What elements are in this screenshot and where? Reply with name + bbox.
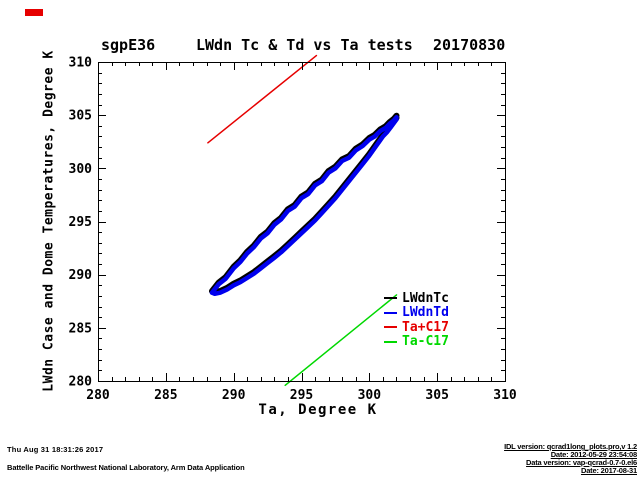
x-tick-label: 290 (222, 388, 246, 403)
y-tick-label: 280 (69, 375, 93, 390)
data-version-line: Data version: vap-qcrad-0.7-0.el6 (526, 458, 637, 467)
x-tick-label: 280 (86, 388, 110, 403)
x-tick-label: 300 (358, 388, 382, 403)
legend-item-ta-minus-c17: Ta-C17 (384, 334, 449, 350)
version-stamp-block: IDL version: qcrad1long_plots.pro,v 1.2 … (504, 443, 637, 475)
legend-item-ta-plus-c17: Ta+C17 (384, 320, 449, 335)
y-tick-label: 310 (69, 56, 93, 71)
legend-label: Ta-C17 (402, 334, 449, 350)
legend-label: LWdnTd (402, 305, 449, 321)
footer-timestamp: Thu Aug 31 18:31:26 2017 (7, 445, 104, 454)
footer-organization: Battelle Pacific Northwest National Labo… (7, 463, 245, 472)
x-tick-label: 305 (425, 388, 448, 403)
x-tick-label: 310 (493, 388, 517, 403)
series-ta-c17 (207, 54, 318, 144)
data-version-date-line: Date: 2017-08-31 (580, 466, 637, 475)
idl-version-date-line: Date: 2012-05-29 23:54:08 (550, 450, 638, 459)
y-tick-label: 300 (69, 162, 93, 177)
legend-label: LWdnTc (402, 290, 449, 306)
y-tick-label: 285 (69, 321, 92, 336)
x-tick-label: 285 (154, 388, 177, 403)
legend-item-lwdntc: LWdnTc (384, 291, 449, 306)
page-title: LWdn Tc & Td vs Ta tests (196, 36, 413, 54)
idl-version-line: IDL version: qcrad1long_plots.pro,v 1.2 (504, 442, 637, 451)
series-lwdntd (209, 115, 399, 297)
y-tick-label: 305 (69, 109, 92, 124)
y-axis-title: LWdn Case and Dome Temperatures, Degree … (41, 50, 57, 392)
x-axis-title: Ta, Degree K (258, 402, 378, 418)
legend-line-swatch (384, 297, 397, 300)
legend-line-swatch (384, 340, 397, 343)
legend-label: Ta+C17 (402, 319, 449, 335)
y-tick-label: 295 (69, 215, 92, 230)
legend: LWdnTc LWdnTd Ta+C17 Ta-C17 (384, 291, 449, 349)
series-ta-c17 (284, 294, 398, 387)
legend-item-lwdntd: LWdnTd (384, 305, 449, 321)
x-tick-label: 295 (290, 388, 313, 403)
legend-line-swatch (384, 311, 397, 314)
qc-flag-mark (25, 9, 43, 16)
legend-line-swatch (384, 326, 397, 329)
header-site-label: sgpE36 (101, 36, 156, 54)
y-tick-label: 290 (69, 268, 93, 283)
header-date-label: 20170830 (433, 36, 506, 54)
